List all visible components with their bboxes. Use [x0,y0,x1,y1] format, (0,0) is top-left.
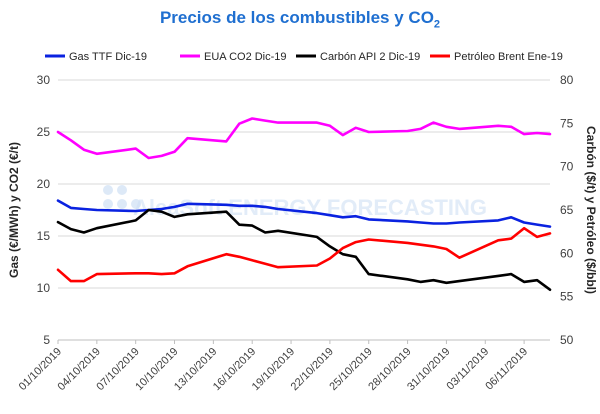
legend-label-2: Carbón API 2 Dic-19 [320,51,420,63]
watermark-logo: AleaSoft ENERGY FORECASTING [133,195,487,220]
series-line-1 [56,117,552,160]
legend-label-0: Gas TTF Dic-19 [69,51,147,63]
y-left-tick-label: 25 [37,125,51,139]
series-line-2 [56,208,552,292]
y-right-tick-label: 60 [560,246,574,260]
chart-title-subscript: 2 [433,18,441,31]
y-left-tick-label: 15 [37,229,51,243]
y-right-tick-label: 75 [560,116,574,130]
series-line-3 [56,226,552,283]
series-line-0 [56,199,552,228]
watermark-dot [103,185,113,195]
axes: 510152025305055606570758001/10/201904/10… [7,73,598,393]
y-right-tick-label: 55 [560,290,574,304]
y-right-tick-label: 70 [560,160,574,174]
watermark-dot [103,199,113,209]
y-right-tick-label: 65 [560,203,574,217]
chart-title-main: Precios de los combustibles y CO [159,8,434,27]
watermark-dot [117,185,127,195]
y-right-tick-label: 50 [560,333,574,347]
watermark: AleaSoft ENERGY FORECASTING [103,185,487,220]
watermark-dot [131,199,141,209]
x-tick-label: 06/11/2019 [483,346,530,393]
y-left-tick-label: 20 [37,177,51,191]
legend: Gas TTF Dic-19 EUA CO2 Dic-19 Carbón API 2… [45,51,563,63]
y-left-axis-title: Gas (€/MWh) y CO2 (€/t) [7,142,21,278]
chart-title: Precios de los combustibles y CO2 [0,8,600,30]
legend-label-1: EUA CO2 Dic-19 [204,51,287,63]
legend-label-3: Petróleo Brent Ene-19 [454,51,563,63]
y-right-tick-label: 80 [560,73,574,87]
y-left-tick-label: 10 [37,281,51,295]
y-left-tick-label: 30 [37,73,51,87]
y-left-tick-label: 5 [43,333,50,347]
y-right-axis-title: Carbón ($/t) y Petróleo ($/bbl) [584,126,598,294]
watermark-dot [117,199,127,209]
series-lines [56,117,552,292]
